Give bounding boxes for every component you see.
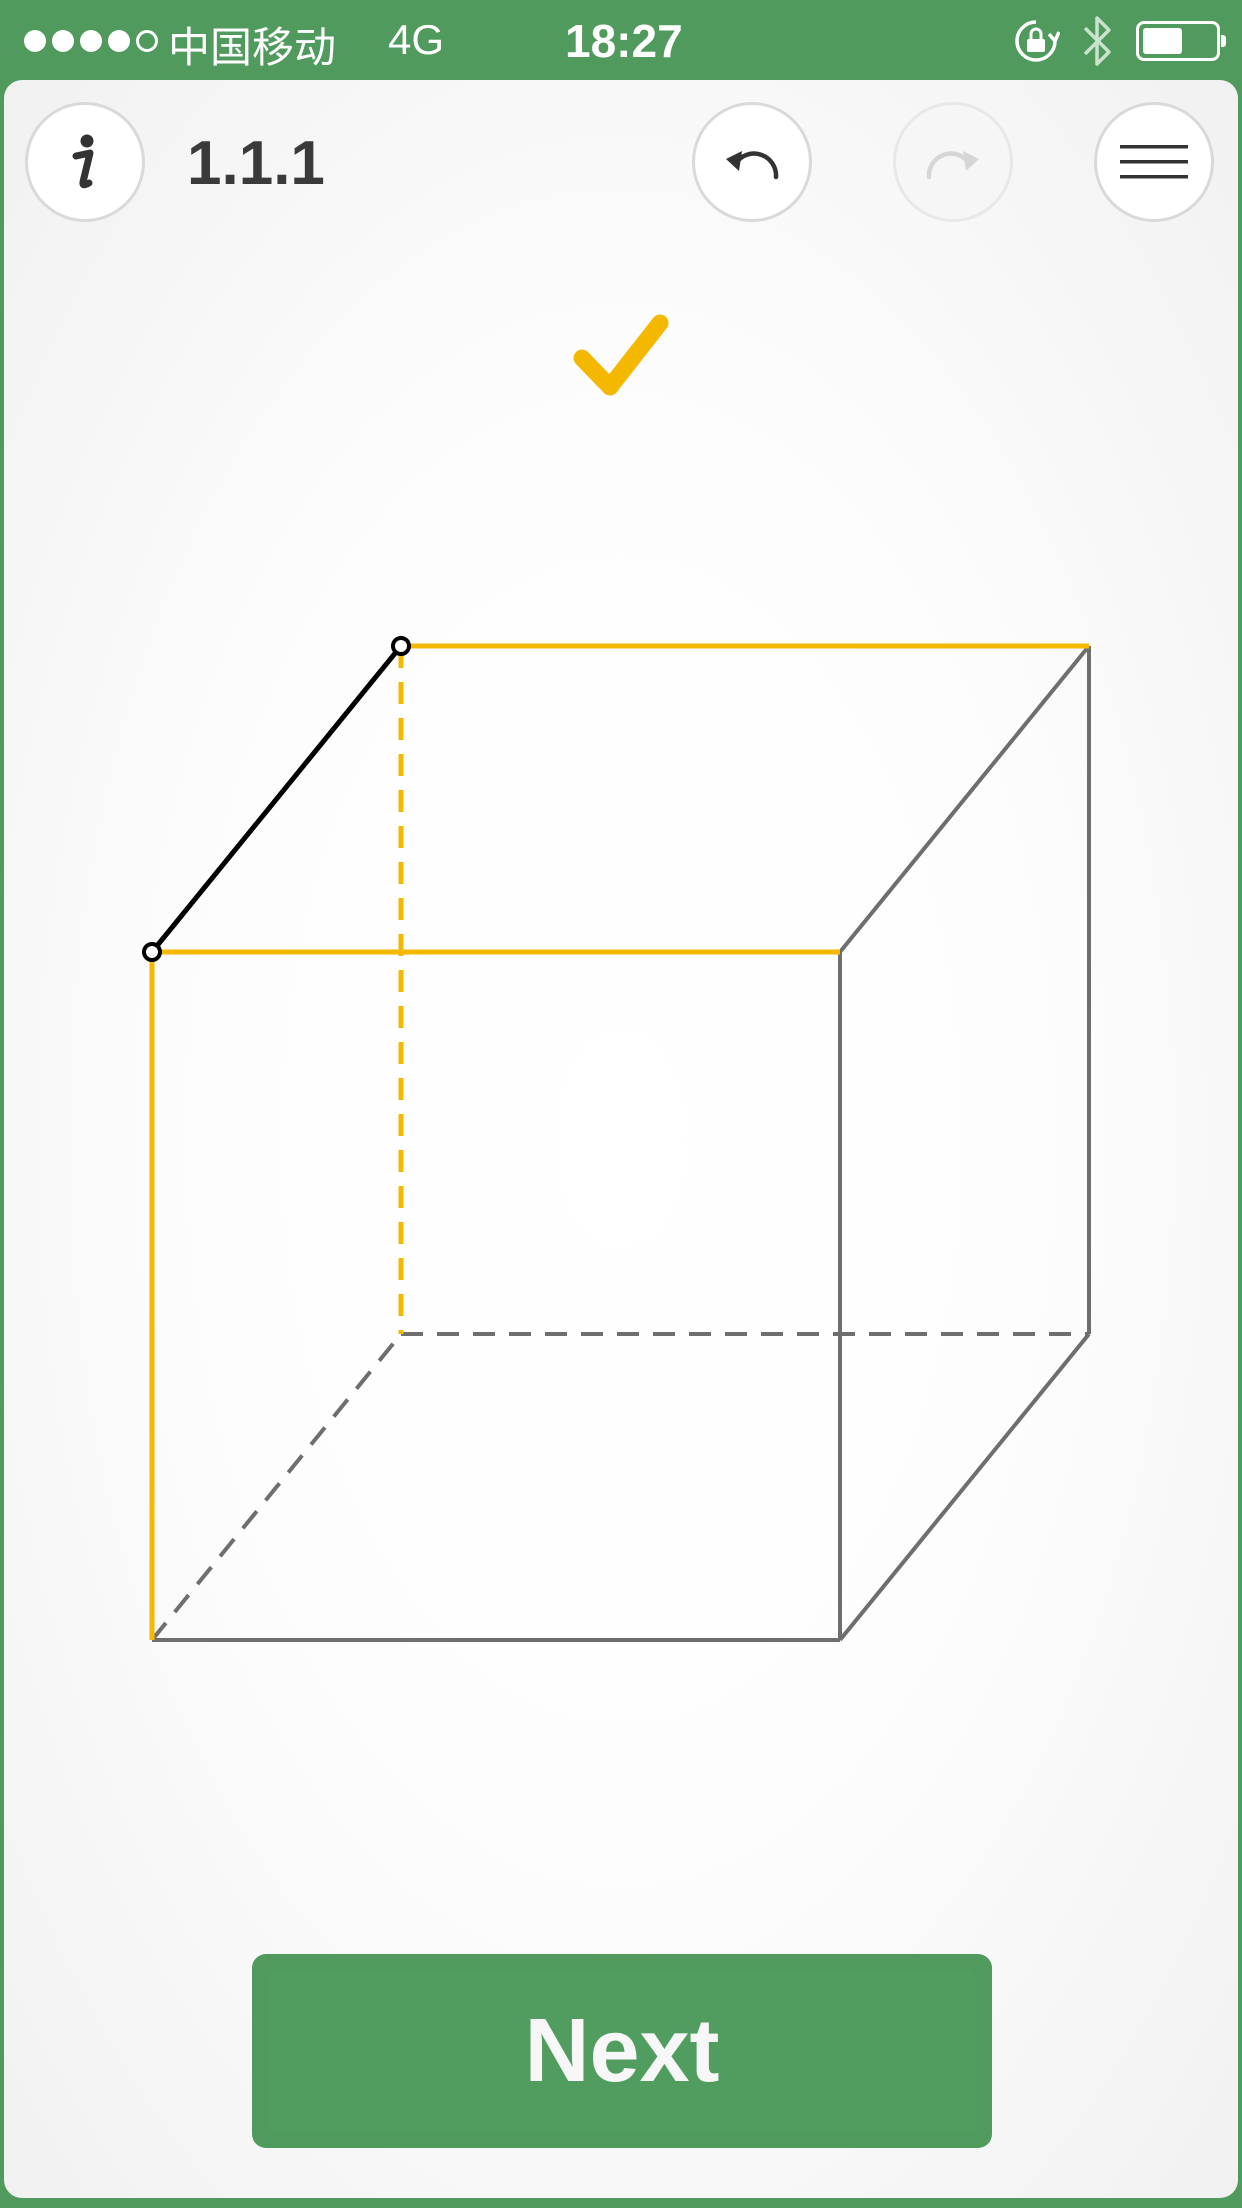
info-button[interactable] — [25, 102, 145, 222]
cube-edge-AE[interactable] — [150, 644, 403, 954]
next-button-label: Next — [524, 2000, 720, 2101]
battery-level — [1143, 28, 1182, 54]
status-icons — [1012, 14, 1226, 68]
menu-icon — [1120, 145, 1188, 179]
cube-puzzle[interactable] — [4, 80, 1238, 2198]
network-type: 4G — [388, 16, 445, 63]
signal-dot — [52, 30, 74, 52]
rotation-lock-icon — [1015, 20, 1060, 62]
redo-icon — [926, 151, 979, 180]
battery-icon — [1136, 21, 1226, 61]
cube-edge-DH[interactable] — [838, 1332, 1091, 1642]
checkmark-icon — [573, 314, 669, 396]
signal-dot — [80, 30, 102, 52]
path-endpoint-E[interactable] — [391, 636, 411, 656]
carrier-name: 中国移动 — [168, 23, 337, 72]
path-endpoint-A[interactable] — [142, 942, 162, 962]
signal-dot — [24, 30, 46, 52]
signal-dot-empty — [136, 30, 158, 52]
level-number: 1.1.1 — [187, 129, 325, 198]
undo-icon — [726, 151, 779, 180]
status-time: 18:27 — [565, 15, 683, 67]
battery-tip — [1221, 35, 1226, 47]
redo-button[interactable] — [893, 102, 1013, 222]
next-button[interactable]: Next — [252, 1954, 992, 2148]
bluetooth-icon — [1083, 16, 1111, 66]
cube-edge-BF[interactable] — [838, 644, 1091, 954]
info-icon — [72, 134, 94, 189]
game-screen: 1.1.1 Next — [4, 80, 1238, 2198]
status-bar: 中国移动 4G 18:27 — [0, 0, 1242, 80]
menu-button[interactable] — [1094, 102, 1214, 222]
undo-button[interactable] — [692, 102, 812, 222]
signal-dot — [108, 30, 130, 52]
cube-edge-CG[interactable] — [150, 1332, 403, 1642]
signal-strength-icon — [24, 30, 158, 52]
